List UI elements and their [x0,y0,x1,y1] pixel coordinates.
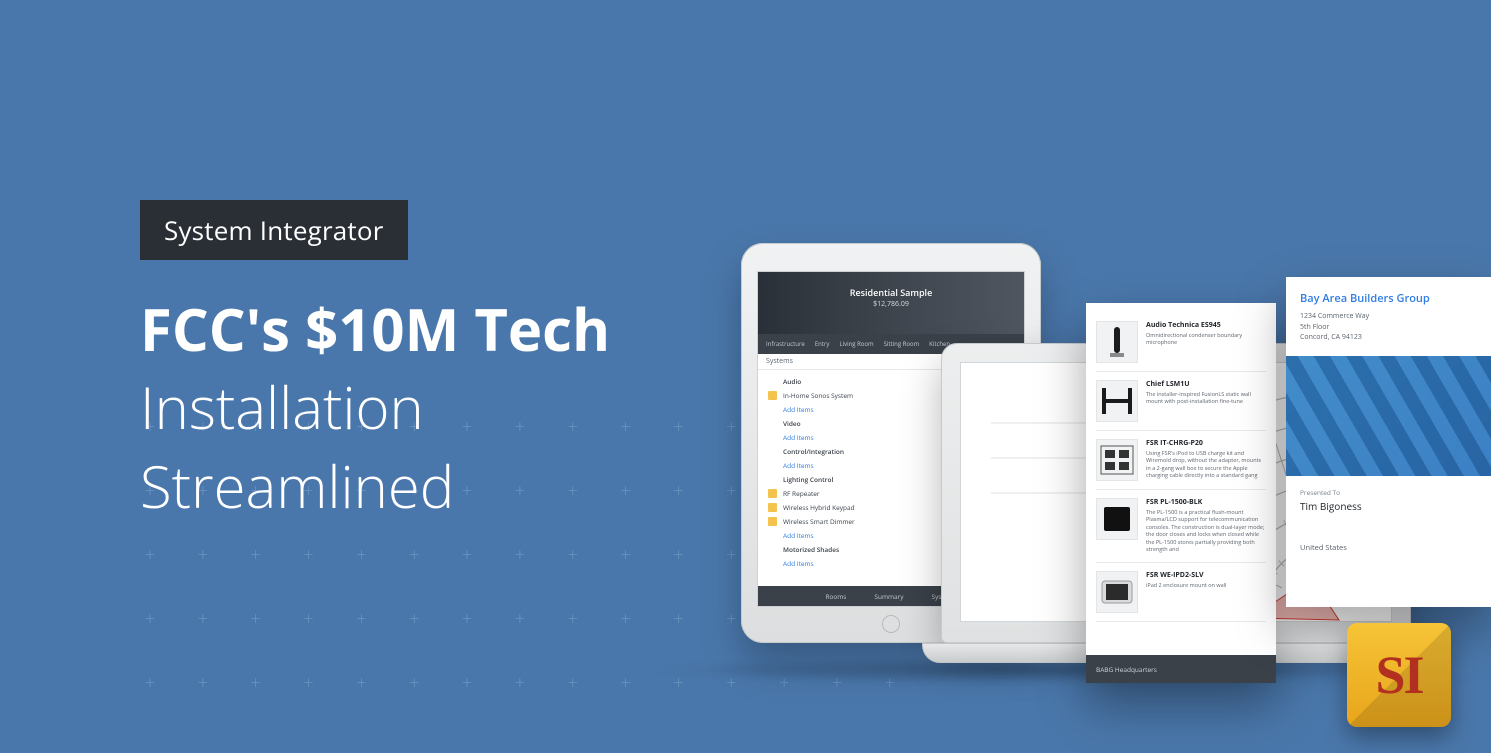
spec-item-desc: Omnidirectional condenser boundary micro… [1146,332,1266,347]
spec-item-name: Chief LSM1U [1146,380,1266,389]
tablet-footer-tab: Rooms [825,592,846,601]
spec-sheet-body: Audio Technica ES945 Omnidirectional cond… [1086,303,1276,622]
spec-item-desc: The PL-1500 is a practical flush-mount P… [1146,509,1266,554]
spec-sheet-card: Audio Technica ES945 Omnidirectional cond… [1086,303,1276,683]
spec-item: FSR IT-CHRG-P20 Using FSR's iPod to USB c… [1096,431,1266,490]
spec-item: FSR PL-1500-BLK The PL-1500 is a practica… [1096,490,1266,563]
proposal-country: United States [1300,543,1477,553]
proposal-address-line: Concord, CA 94123 [1300,333,1477,344]
proposal-address: 1234 Commerce Way 5th Floor Concord, CA … [1300,312,1477,344]
spec-item-thumb [1096,498,1138,540]
proposal-meta: Presented To Tim Bigoness United States [1286,476,1491,553]
proposal-hero-photo [1286,356,1491,476]
spec-item: FSR WE-IPD2-SLV iPad 2 enclosure mount on… [1096,563,1266,622]
tablet-tab: Living Room [839,340,873,348]
tablet-tab: Infrastructure [766,340,805,348]
spec-item-desc: Using FSR's iPod to USB charge kit and W… [1146,450,1266,480]
tablet-tab: Sitting Room [884,340,920,348]
spec-item-thumb [1096,380,1138,422]
proposal-presented-label: Presented To [1300,488,1477,497]
spec-item-name: FSR WE-IPD2-SLV [1146,571,1266,580]
headline-line1: FCC's $10M Tech [140,289,610,368]
tablet-app-header: Residential Sample $12,786.09 [758,272,1024,334]
tablet-project-price: $12,786.09 [873,300,909,309]
device-mockups: Residential Sample $12,786.09 Infrastruc… [741,193,1491,673]
proposal-header: Bay Area Builders Group 1234 Commerce Wa… [1286,277,1491,350]
proposal-cover-card: Bay Area Builders Group 1234 Commerce Wa… [1286,277,1491,607]
spec-item-name: Audio Technica ES945 [1146,321,1266,330]
tablet-home-button [882,615,900,633]
spec-item-desc: iPad 2 enclosure mount on wall [1146,582,1266,589]
hero-banner: ++++++++++++++++++++++++++++++++++++++++… [0,0,1491,753]
headline-line3: Streamlined [140,447,610,525]
spec-item: Audio Technica ES945 Omnidirectional cond… [1096,313,1266,372]
headline-line2: Installation [140,368,610,446]
proposal-address-line: 5th Floor [1300,323,1477,334]
category-badge: System Integrator [140,200,408,260]
tablet-project-title: Residential Sample [850,286,933,299]
spec-item-thumb [1096,571,1138,613]
headline: FCC's $10M Tech Installation Streamlined [140,290,610,525]
spec-sheet-footer-label: BABG Headquarters [1096,665,1157,674]
spec-sheet-footer: BABG Headquarters [1086,655,1276,683]
tablet-footer-tab: Summary [874,592,903,601]
tablet-tab: Entry [815,340,830,348]
spec-item-desc: The installer-inspired FusionLS static w… [1146,391,1266,406]
spec-item-thumb [1096,321,1138,363]
tablet-systems-label: Systems [766,357,793,366]
proposal-company: Bay Area Builders Group [1300,291,1477,306]
spec-item-name: FSR PL-1500-BLK [1146,498,1266,507]
spec-item-name: FSR IT-CHRG-P20 [1146,439,1266,448]
proposal-address-line: 1234 Commerce Way [1300,312,1477,323]
spec-item-thumb [1096,439,1138,481]
category-badge-label: System Integrator [164,212,384,248]
si-logo-tile: SI [1347,623,1451,727]
si-logo-text: SI [1375,644,1422,706]
spec-item: Chief LSM1U The installer-inspired Fusion… [1096,372,1266,431]
proposal-presented-to: Tim Bigoness [1300,499,1477,513]
